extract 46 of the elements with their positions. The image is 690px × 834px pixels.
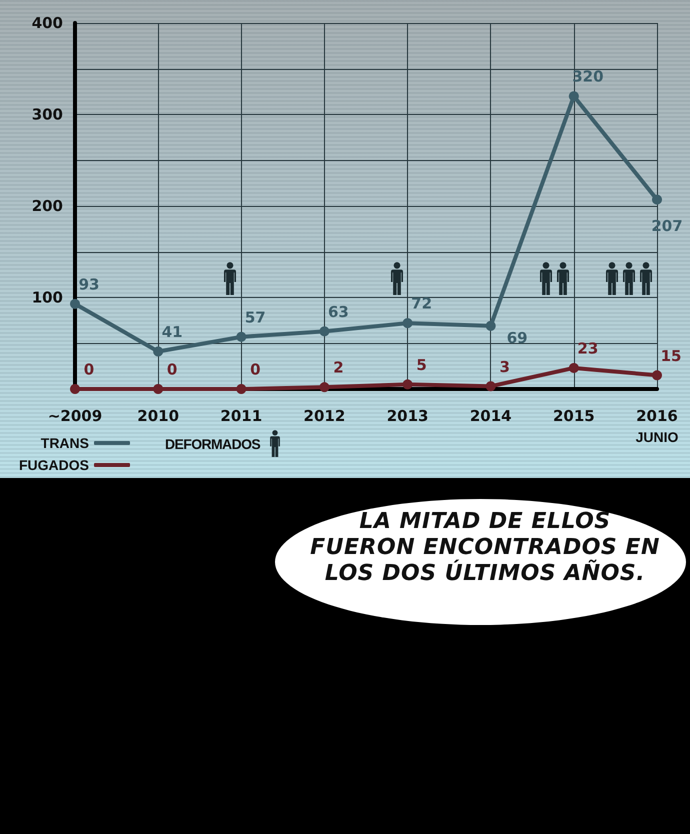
x-tick-label: 2015 xyxy=(552,407,595,425)
y-tick-label: 200 xyxy=(32,197,63,215)
data-label: 41 xyxy=(162,322,183,341)
x-tick-label: 2011 xyxy=(220,407,262,425)
data-label: 23 xyxy=(577,339,598,358)
data-label: 15 xyxy=(660,346,682,365)
x-tick-label: 2016 JUNIO xyxy=(636,407,678,445)
point xyxy=(652,194,662,205)
legend-label: FUGADOS xyxy=(19,457,89,473)
point xyxy=(486,381,496,392)
x-tick-label: 2012 xyxy=(304,407,346,425)
data-label: 69 xyxy=(506,328,528,347)
point xyxy=(70,298,80,309)
y-tick-label: 400 xyxy=(32,14,63,32)
point xyxy=(486,320,496,331)
x-tick-label: 2013 xyxy=(386,407,428,425)
data-label: 93 xyxy=(78,275,100,294)
x-tick-label: 2010 xyxy=(137,407,180,425)
point xyxy=(402,318,413,328)
data-label: 2 xyxy=(333,358,344,377)
point xyxy=(319,326,330,336)
point xyxy=(153,346,164,356)
point xyxy=(153,384,164,394)
x-tick-label: ~2009 xyxy=(48,407,102,425)
point xyxy=(652,370,662,380)
y-tick-label: 300 xyxy=(32,106,63,124)
point xyxy=(568,91,579,102)
data-label: 0 xyxy=(250,360,261,378)
x-tick-label: 2014 xyxy=(470,407,512,425)
point xyxy=(70,384,80,394)
text: DEFORMADOS xyxy=(165,436,260,452)
y-tick-label: 100 xyxy=(32,288,63,306)
data-label: 5 xyxy=(416,356,427,374)
point xyxy=(236,384,246,394)
data-label: 3 xyxy=(499,358,510,376)
point xyxy=(319,382,330,392)
point xyxy=(568,362,579,373)
data-label: 0 xyxy=(166,360,178,378)
point xyxy=(236,332,246,342)
data-label: 0 xyxy=(84,360,94,378)
legend-label: TRANS xyxy=(40,435,89,451)
point xyxy=(402,379,413,390)
text: LA MITAD DE ELLOS FUERON ENCONTRADOS EN LOS DOS ÚLTIMOS AÑOS. xyxy=(309,509,661,587)
data-label: 63 xyxy=(328,302,349,321)
data-label: 57 xyxy=(244,308,266,326)
data-label: 72 xyxy=(411,294,432,313)
